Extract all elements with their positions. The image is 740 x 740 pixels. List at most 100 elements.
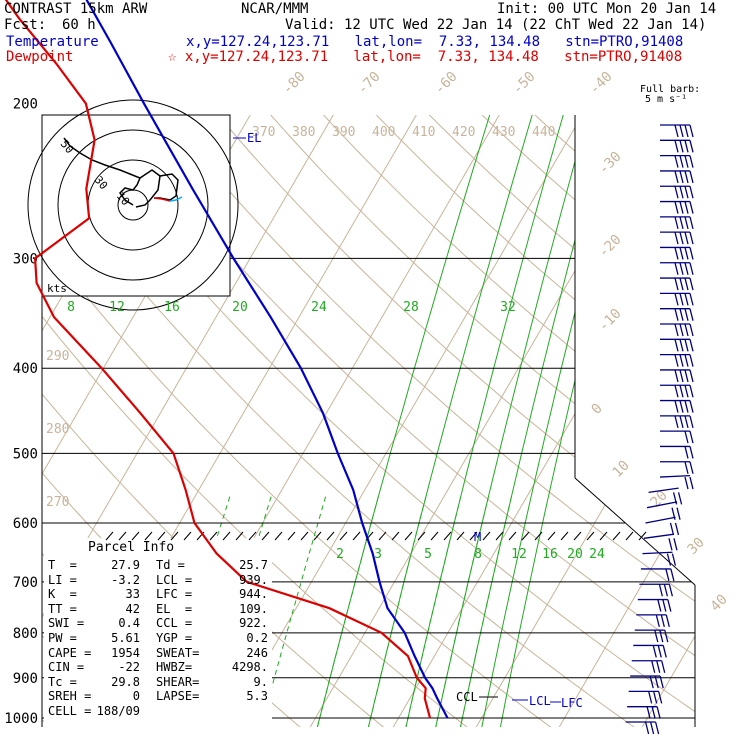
mixing-ratio-label: 16: [164, 300, 180, 315]
hash-mark: [391, 531, 400, 541]
wind-barb: [660, 384, 694, 398]
dry-adiabat-label: 280: [46, 422, 69, 437]
mixing-ratio-label: 12: [109, 300, 125, 315]
hash-mark: [183, 531, 192, 541]
mixing-ratio-line: [458, 115, 612, 727]
wind-barb-feather: [648, 691, 653, 704]
hash-mark: [300, 531, 309, 541]
parcel-field: LCL =: [156, 572, 193, 587]
wind-barb: [660, 246, 694, 260]
wind-barb-feather: [658, 584, 664, 597]
temperature-curve: [85, 0, 449, 719]
mixing-ratio-label: 16: [542, 547, 558, 562]
hash-mark: [248, 531, 257, 541]
wind-barb: [660, 216, 694, 230]
dry-adiabat-line: [65, 115, 695, 727]
wind-barb: [660, 415, 694, 429]
hash-mark: [222, 531, 231, 541]
dewpoint-legend: Dewpoint: [6, 49, 74, 65]
hash-mark: [586, 531, 595, 541]
pressure-tick-label: 900: [13, 671, 38, 687]
wind-barb-feather: [689, 446, 694, 459]
parcel-field: YGP =: [156, 631, 193, 645]
hash-mark: [404, 531, 413, 541]
wind-barb: [660, 185, 694, 199]
wind-barb: [660, 369, 694, 383]
parcel-field: LI =: [48, 572, 77, 587]
temperature-legend: Temperature: [6, 34, 99, 50]
wind-barb-feather: [674, 140, 679, 153]
wind-barb-feather: [684, 124, 689, 138]
mixing-ratio-label: 28: [403, 300, 419, 315]
temperature-location: x,y=127.24,123.71 lat,lon= 7.33, 134.48 …: [186, 34, 684, 50]
wind-barbs: [625, 124, 694, 735]
wind-barb-feather: [679, 354, 684, 367]
wind-barb-feather: [674, 323, 679, 337]
wind-barb: [634, 629, 669, 643]
hash-mark: [521, 531, 530, 541]
wind-barb: [660, 430, 694, 444]
hash-mark: [508, 531, 517, 541]
wind-barb-feather: [677, 492, 683, 505]
wind-barb: [625, 721, 660, 735]
wind-barb-feather: [689, 461, 694, 474]
parcel-field: 25.7: [239, 558, 268, 572]
hash-mark: [313, 531, 322, 541]
wind-barb-feather: [689, 201, 694, 214]
wind-barb: [645, 516, 680, 536]
wind-barb-feather: [689, 231, 694, 245]
parcel-field: SWI =: [48, 616, 85, 631]
pressure-tick-label: 800: [13, 626, 38, 642]
isotherm-label: 40: [708, 592, 731, 615]
wind-barb-feather: [644, 721, 650, 735]
init-time: Init: 00 UTC Mon 20 Jan 14: [497, 1, 717, 17]
wind-barb-feather: [684, 293, 689, 306]
pressure-tick-label: 1000: [4, 711, 38, 727]
parcel-field: -3.2: [111, 572, 140, 587]
isotherm-line: [553, 115, 695, 727]
parcel-field: 0.2: [246, 631, 268, 645]
isotherm-label: -80: [280, 69, 309, 98]
wind-barb-feather: [684, 369, 689, 383]
hodograph-trace-red: [153, 197, 171, 202]
wind-barb-feather: [663, 584, 669, 597]
wind-barb-feather: [674, 155, 679, 168]
mixing-ratio-label: 24: [589, 547, 605, 562]
wind-barb-feather: [674, 277, 679, 291]
wind-barb-feather: [674, 186, 679, 199]
wind-barb: [631, 660, 666, 673]
parcel-field: 9.: [253, 674, 268, 689]
mixing-ratio-line: [404, 115, 567, 727]
wind-barb-feather: [684, 461, 689, 474]
dry-adiabat-line: [42, 115, 564, 727]
lcl-annotation: LCL: [529, 694, 551, 708]
dry-adiabat-line: [194, 115, 695, 727]
theta-label: 440: [532, 125, 555, 140]
dry-adiabat-line: [42, 115, 480, 727]
el-annotation: EL: [247, 131, 261, 145]
hodograph-ring: [57, 129, 209, 281]
parcel-field: T =: [48, 558, 77, 572]
wind-barb-feather: [656, 706, 661, 719]
wind-barb-feather: [674, 354, 679, 367]
wind-barb-feather: [689, 354, 694, 367]
isotherm-label: -30: [596, 149, 625, 178]
theta-label: 430: [492, 125, 515, 140]
wind-barb: [636, 614, 670, 628]
hash-mark: [157, 531, 166, 541]
wind-barb-feather: [654, 629, 659, 643]
wind-barb-feather: [679, 170, 684, 184]
hash-mark: [534, 531, 543, 541]
wind-barb-feather: [674, 262, 679, 275]
hash-mark: [560, 531, 569, 541]
pressure-tick-label: 600: [13, 516, 38, 532]
parcel-field: 5.61: [111, 631, 140, 645]
sounding-curves: [4, 0, 449, 719]
wind-barb-feather: [674, 415, 679, 429]
wind-barb-feather: [674, 385, 679, 398]
parcel-field: 27.9: [111, 558, 140, 572]
isotherm-line: [470, 115, 695, 727]
wind-barb-staff: [646, 501, 678, 509]
isotherm-label: 0: [589, 401, 606, 418]
wind-barb: [660, 445, 694, 459]
